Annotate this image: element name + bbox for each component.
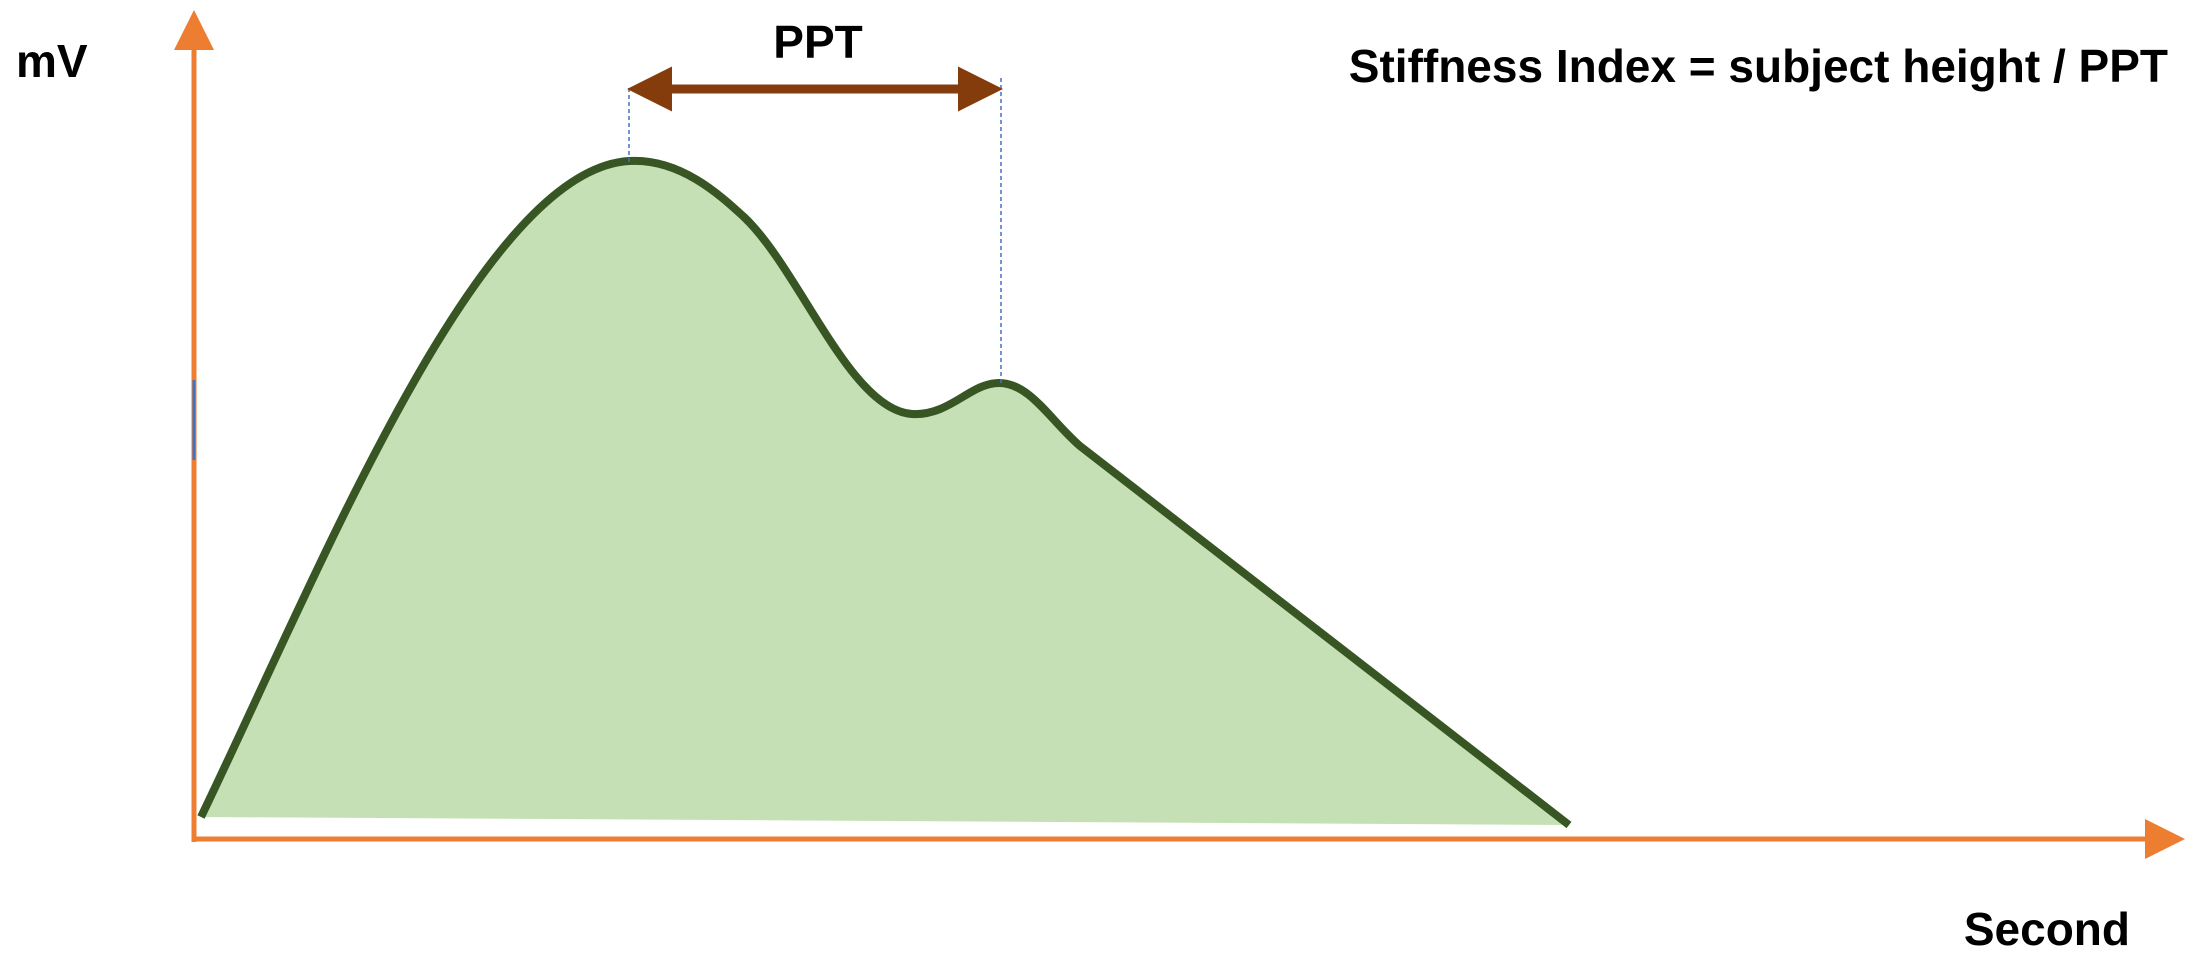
x-axis-label: Second [1964,903,2130,955]
ppt-label: PPT [773,16,862,68]
waveform-line [197,156,1572,829]
formula: Stiffness Index = subject height / PPT [1349,40,2168,92]
y-axis-label: mV [16,35,88,87]
waveform-area [201,160,1569,825]
